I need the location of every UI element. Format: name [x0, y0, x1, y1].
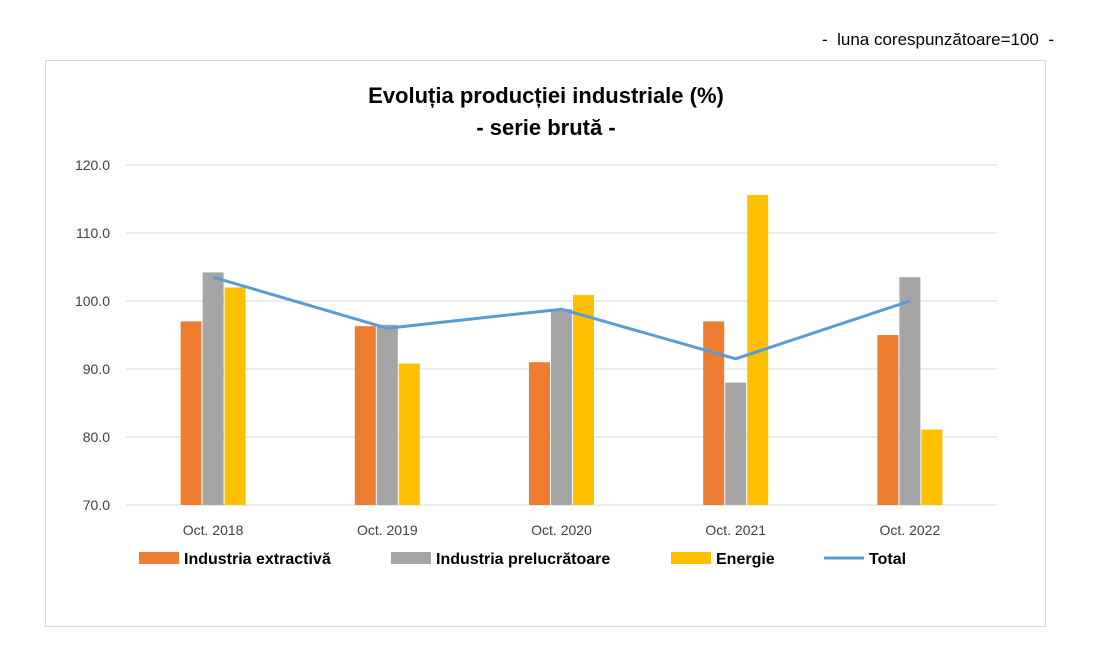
bar	[529, 362, 550, 505]
chart-subtitle: - serie brută -	[476, 115, 615, 140]
x-tick-label: Oct. 2021	[705, 522, 766, 538]
legend: Industria extractivă Industria prelucrăto…	[139, 551, 906, 568]
total-line-layer	[212, 275, 911, 361]
y-tick-label: 70.0	[83, 497, 110, 513]
bar	[551, 309, 572, 505]
base-note: - luna corespunzătoare=100 -	[821, 30, 1054, 49]
bar	[899, 277, 921, 505]
bar	[703, 321, 725, 505]
chart-area: Evoluția producției industriale (%) - se…	[45, 60, 1046, 627]
x-tick-label: Oct. 2019	[357, 522, 418, 538]
y-tick-label: 120.0	[75, 157, 110, 173]
y-tick-label: 100.0	[75, 293, 110, 309]
legend-label: Industria extractivă	[184, 551, 331, 568]
legend-swatch	[139, 552, 179, 564]
total-line	[212, 275, 911, 361]
bars	[180, 194, 943, 506]
legend-label: Industria prelucrătoare	[436, 551, 610, 568]
y-tick-label: 90.0	[83, 361, 110, 377]
x-axis-ticks: Oct. 2018 Oct. 2019 Oct. 2020 Oct. 2021 Oct.…	[183, 522, 941, 538]
bar	[725, 382, 747, 505]
y-tick-label: 110.0	[76, 225, 110, 241]
bar	[202, 272, 224, 505]
bar	[224, 287, 246, 505]
legend-swatch	[391, 552, 431, 564]
bar	[180, 321, 202, 505]
x-tick-label: Oct. 2020	[531, 522, 592, 538]
bar	[376, 324, 398, 505]
bar	[921, 429, 943, 505]
y-tick-label: 80.0	[83, 429, 110, 445]
x-tick-label: Oct. 2018	[183, 522, 244, 538]
bar	[877, 335, 899, 505]
x-tick-label: Oct. 2022	[880, 522, 941, 538]
legend-label: Energie	[716, 551, 775, 568]
bar	[573, 294, 594, 505]
legend-label: Total	[869, 551, 906, 568]
bar	[354, 326, 376, 505]
chart-svg: Evoluția producției industriale (%) - se…	[75, 83, 997, 568]
y-axis-ticks: 70.0 80.0 90.0 100.0 110.0 120.0	[75, 157, 110, 513]
legend-swatch	[671, 552, 711, 564]
chart-title: Evoluția producției industriale (%)	[368, 83, 724, 108]
bar	[398, 363, 420, 505]
